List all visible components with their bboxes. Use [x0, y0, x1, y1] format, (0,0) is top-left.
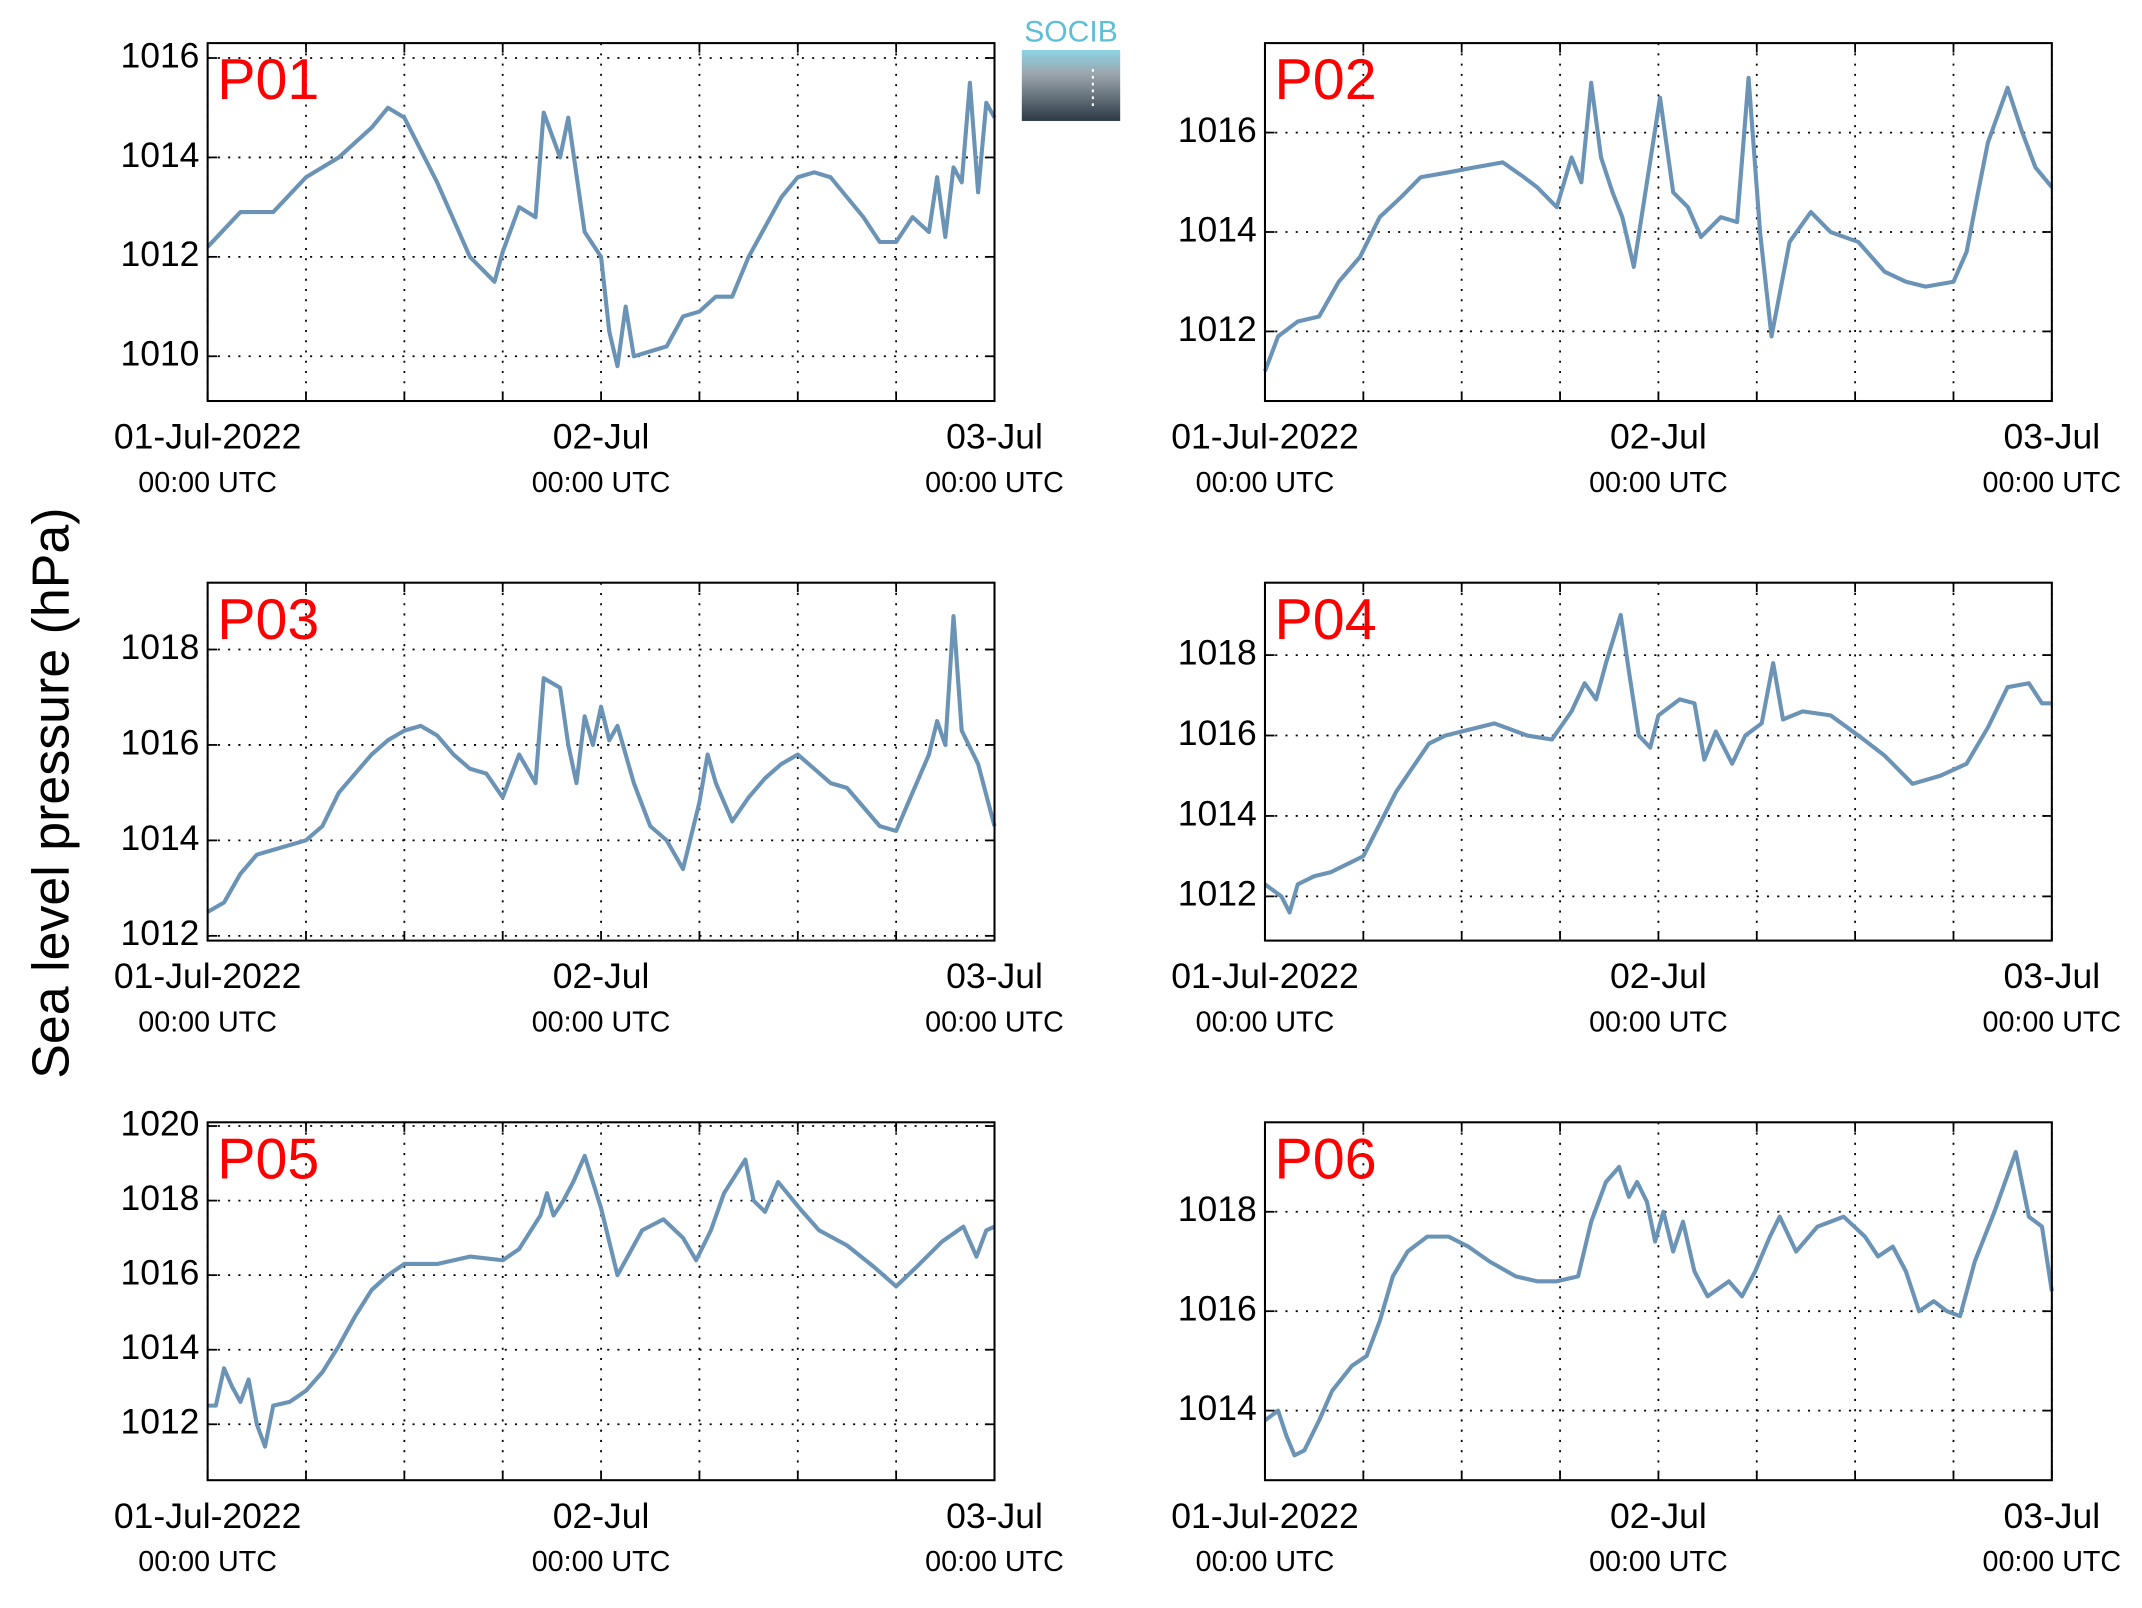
y-tick-label: 1014: [1178, 1388, 1257, 1428]
x-tick-label: 02-Jul: [553, 956, 650, 996]
y-tick-label: 1012: [120, 234, 199, 274]
x-tick-label: 01-Jul-2022: [1171, 1496, 1358, 1536]
x-tick-label: 03-Jul: [946, 1496, 1043, 1536]
y-tick-label: 1012: [120, 913, 199, 953]
panel-title: P03: [217, 588, 319, 652]
data-line: [206, 80, 997, 369]
panel-title: P01: [217, 48, 319, 112]
panel-title: P04: [1275, 588, 1377, 652]
x-tick-sublabel: 00:00 UTC: [1589, 1546, 1728, 1578]
x-tick-sublabel: 00:00 UTC: [925, 1007, 1064, 1039]
x-tick-sublabel: 00:00 UTC: [1196, 467, 1335, 499]
plot-frame: [1263, 1121, 2053, 1482]
y-tick-label: 1016: [1178, 713, 1257, 753]
plot-frame: [206, 42, 996, 403]
x-tick-sublabel: 00:00 UTC: [925, 467, 1064, 499]
x-tick-sublabel: 00:00 UTC: [1589, 1007, 1728, 1039]
x-tick-label: 01-Jul-2022: [114, 417, 301, 457]
y-axis-label: Sea level pressure (hPa): [22, 507, 80, 1078]
y-tick-label: 1010: [120, 334, 199, 374]
panel: 1012 1014 1016 1018 01-Jul-2022 00:00 UTC 02-J…: [1171, 581, 2122, 1039]
y-tick-label: 1016: [120, 722, 199, 762]
x-tick-label: 03-Jul: [2003, 1496, 2100, 1536]
x-tick-sublabel: 00:00 UTC: [138, 1007, 277, 1039]
y-tick-label: 1014: [1178, 209, 1257, 249]
x-tick-label: 03-Jul: [946, 956, 1043, 996]
x-tick-label: 01-Jul-2022: [1171, 956, 1358, 996]
panel: 1014 1016 1018 01-Jul-2022 00:00 UTC 02-Jul 00…: [1171, 1121, 2122, 1578]
x-tick-sublabel: 00:00 UTC: [1196, 1546, 1335, 1578]
y-tick-label: 1018: [120, 627, 199, 667]
plot-frame: [1263, 42, 2053, 403]
y-tick-label: 1018: [1178, 632, 1257, 672]
y-tick-label: 1016: [1178, 110, 1257, 150]
y-tick-label: 1012: [120, 1402, 199, 1442]
y-tick-label: 1016: [1178, 1289, 1257, 1329]
data-line: [1263, 75, 2054, 372]
x-tick-sublabel: 00:00 UTC: [532, 1546, 671, 1578]
x-tick-sublabel: 00:00 UTC: [1589, 467, 1728, 499]
logo: SOCIB: [1021, 15, 1121, 121]
panel: 1012 1014 1016 01-Jul-2022 00:00 UTC 02-Jul 00…: [1171, 42, 2122, 499]
panel-title: P06: [1275, 1127, 1377, 1191]
y-tick-label: 1014: [120, 1327, 199, 1367]
x-tick-sublabel: 00:00 UTC: [1983, 1546, 2122, 1578]
x-tick-label: 02-Jul: [1610, 1496, 1707, 1536]
logo-text: SOCIB: [1024, 15, 1118, 48]
x-tick-label: 01-Jul-2022: [114, 1496, 301, 1536]
x-tick-sublabel: 00:00 UTC: [138, 1546, 277, 1578]
x-tick-sublabel: 00:00 UTC: [1983, 1007, 2122, 1039]
panel-title: P05: [217, 1127, 319, 1191]
plot-frame: [206, 581, 996, 942]
y-tick-label: 1020: [120, 1103, 199, 1143]
y-tick-label: 1014: [1178, 793, 1257, 833]
y-tick-label: 1014: [120, 135, 199, 175]
data-line: [206, 614, 997, 914]
panel: 1010 1012 1014 1016 01-Jul-2022 00:00 UTC 02-J…: [114, 35, 1064, 499]
panel: 1012 1014 1016 1018 01-Jul-2022 00:00 UTC 02-J…: [114, 581, 1064, 1039]
y-tick-label: 1016: [120, 35, 199, 75]
plot-frame: [206, 1121, 996, 1482]
x-tick-sublabel: 00:00 UTC: [532, 1007, 671, 1039]
x-tick-label: 03-Jul: [2003, 417, 2100, 457]
x-tick-label: 03-Jul: [2003, 956, 2100, 996]
x-tick-sublabel: 00:00 UTC: [1196, 1007, 1335, 1039]
y-tick-label: 1018: [1178, 1189, 1257, 1229]
x-tick-label: 02-Jul: [553, 417, 650, 457]
y-tick-label: 1012: [1178, 874, 1257, 914]
x-tick-label: 01-Jul-2022: [114, 956, 301, 996]
x-tick-sublabel: 00:00 UTC: [532, 467, 671, 499]
plot-area: [207, 1122, 995, 1481]
data-line: [1263, 1150, 2054, 1458]
x-tick-sublabel: 00:00 UTC: [1983, 467, 2122, 499]
y-tick-label: 1016: [120, 1253, 199, 1293]
data-line: [207, 1153, 996, 1449]
x-tick-label: 02-Jul: [553, 1496, 650, 1536]
x-tick-label: 03-Jul: [946, 417, 1043, 457]
y-tick-label: 1018: [120, 1178, 199, 1218]
plot-area: [207, 43, 995, 402]
y-tick-label: 1014: [120, 818, 199, 858]
logo-shape: [1021, 49, 1121, 121]
x-tick-sublabel: 00:00 UTC: [138, 467, 277, 499]
plot-area: [1264, 582, 2052, 941]
x-tick-label: 02-Jul: [1610, 956, 1707, 996]
x-tick-sublabel: 00:00 UTC: [925, 1546, 1064, 1578]
plot-area: [207, 582, 995, 941]
data-line: [1263, 612, 2052, 915]
panel: 1012 1014 1016 1018 1020 01-Jul-2022 00:00 UTC…: [114, 1103, 1064, 1578]
x-tick-label: 01-Jul-2022: [1171, 417, 1358, 457]
y-tick-label: 1012: [1178, 309, 1257, 349]
panel-title: P02: [1275, 48, 1377, 112]
x-tick-label: 02-Jul: [1610, 417, 1707, 457]
plot-frame: [1263, 581, 2053, 942]
